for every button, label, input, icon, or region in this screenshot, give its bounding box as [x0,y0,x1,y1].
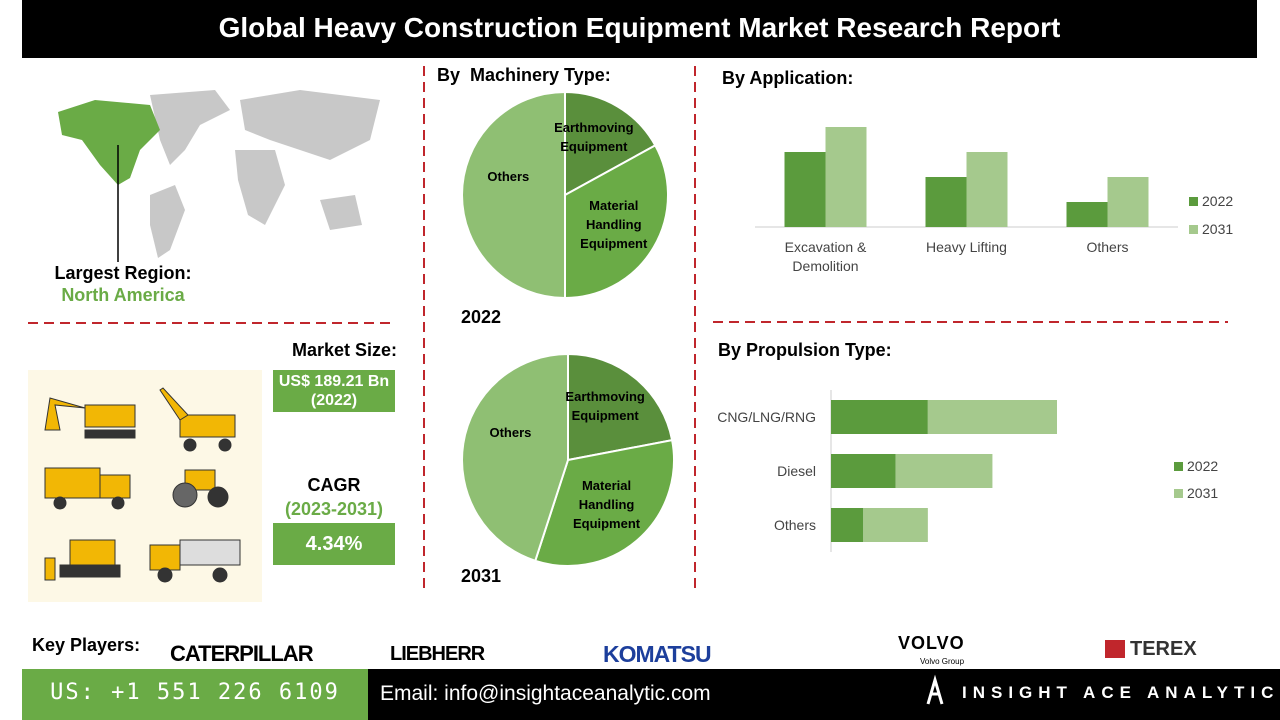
legend-swatch [1174,489,1183,498]
chart-title: By Propulsion Type: [718,340,892,360]
player-logo: TEREX [1130,638,1197,660]
bar [825,127,867,227]
player-subtitle: Volvo Group [920,657,965,666]
bar [1107,177,1149,227]
pie-year: 2022 [461,307,502,327]
phone-bar [22,669,368,720]
pie-slice [461,352,569,563]
player-logo: VOLVO [898,633,965,653]
y-tick-label: Diesel [777,463,816,479]
y-tick-label: CNG/LNG/RNG [717,409,816,425]
vehicle-icons [44,387,241,583]
pie-slice [533,438,675,567]
player-logo: LIEBHERR [390,643,485,665]
pie-slice [461,90,566,300]
slice-label: Material Handling Equipment [572,477,641,531]
legend-swatch [1174,462,1183,471]
y-tick-label: Others [773,517,816,533]
north-america [58,100,160,185]
bar [925,177,967,227]
x-tick-label: Excavation & Demolition [784,239,867,274]
dividers [28,66,1228,590]
legend-label: 2031 [1202,221,1234,237]
title: Global Heavy Construction Equipment Mark… [218,12,1061,43]
slice-label: Others [489,424,532,440]
legend-swatch [1189,197,1198,206]
pie-year: 2031 [461,566,502,586]
terex-icon [1105,640,1125,658]
bar [831,400,928,434]
bar [784,152,826,227]
x-tick-label: Others [1086,239,1129,255]
bar [927,400,1057,434]
region-label: Largest Region: [54,263,192,283]
slice-label: Material Handling Equipment [580,197,648,251]
bar [966,152,1008,227]
market-size-box [273,370,395,412]
region-value: North America [61,285,185,305]
cagr-label: CAGR [307,475,361,495]
world-map [150,90,380,258]
chart-title: By Machinery Type: [437,65,611,85]
legend-swatch [1189,225,1198,234]
player-logo: CATERPILLAR [170,641,314,666]
bar [895,454,993,488]
slice-label: Earthmoving Equipment [554,120,634,155]
legend-label: 2022 [1202,193,1234,209]
legend-label: 2022 [1187,458,1219,474]
bar [1066,202,1108,227]
chart-title: By Application: [722,68,854,88]
email-bar [368,669,1280,720]
phone: US: +1 551 226 6109 [50,680,340,705]
bar [831,454,896,488]
cagr-box [273,523,395,565]
bar [863,508,928,542]
title-bar [22,0,1257,58]
slice-label: Others [487,169,530,184]
cagr-period: (2023-2031) [284,499,384,519]
market-size-value: US$ 189.21 Bn (2022) [278,373,390,409]
brand-icon [926,674,944,705]
pie-slice [564,90,657,197]
legend-label: 2031 [1187,485,1219,501]
x-tick-label: Heavy Lifting [926,239,1007,255]
player-logo: KOMATSU [603,641,712,667]
cagr-value: 4.34% [305,533,363,555]
pie-slice [567,352,674,462]
bar [831,508,864,542]
market-size-label: Market Size: [291,340,397,360]
email: Email: info@insightaceanalytic.com [380,682,711,705]
brand: INSIGHT ACE ANALYTIC [962,683,1280,702]
key-players-label: Key Players: [32,635,141,655]
slice-label: Earthmoving Equipment [565,389,645,424]
pie-slice [564,144,669,300]
